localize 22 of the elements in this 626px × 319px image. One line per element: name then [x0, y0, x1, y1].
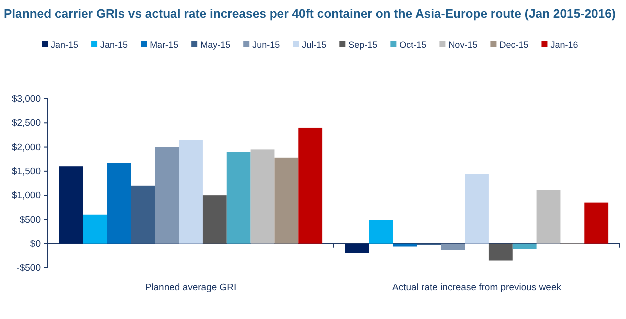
y-tick-label: $3,000 [12, 94, 41, 106]
y-tick-label: $0 [30, 238, 41, 250]
y-tick-label: $1,500 [12, 166, 41, 178]
legend-label: Dec-15 [500, 40, 529, 50]
x-tick-label: Planned average GRI [145, 282, 237, 294]
legend-label: May-15 [200, 40, 231, 50]
y-tick-label: -$500 [16, 263, 41, 274]
y-tick-label: $1,000 [12, 190, 41, 202]
legend-label: Sep-15 [348, 40, 378, 50]
y-tick-label: $2,000 [12, 142, 41, 154]
x-tick-label: Actual rate increase from previous week [392, 282, 562, 294]
legend-label: Jul-15 [302, 40, 327, 50]
legend-label: Mar-15 [150, 40, 179, 50]
y-tick-label: $2,500 [12, 118, 41, 130]
legend-label: Nov-15 [448, 40, 478, 50]
chart-title: Planned carrier GRIs vs actual rate increases per 40ft container on the Asia-Europe route (Jan 2015-2016) [4, 7, 624, 21]
legend-label: Jan-15 [51, 40, 79, 50]
legend-label: Jun-15 [252, 40, 280, 50]
legend-label: Oct-15 [400, 40, 427, 50]
y-tick-label: $500 [20, 214, 41, 226]
legend-label: Jan-16 [550, 40, 578, 50]
legend-label: Jan-15 [100, 40, 128, 50]
